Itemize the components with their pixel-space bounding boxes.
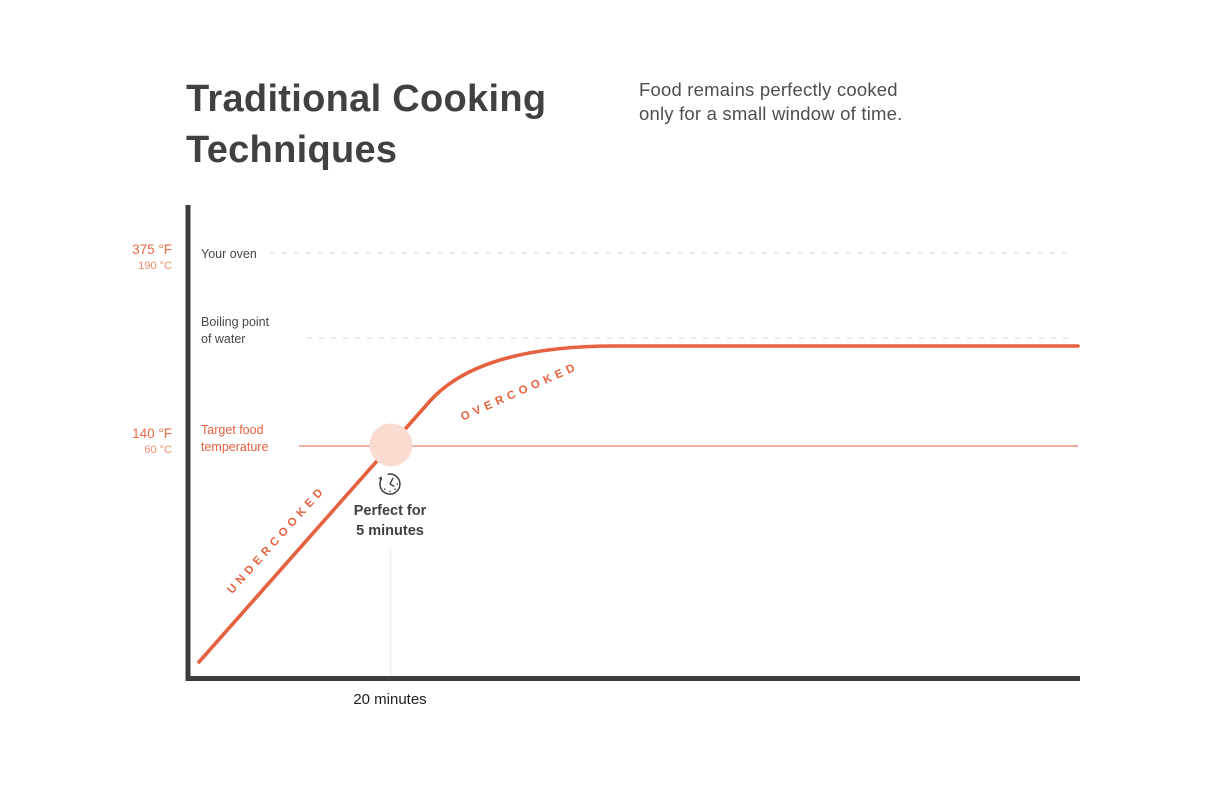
boiling-point-label-line-2: of water [201,332,246,346]
oven-temp-fahrenheit: 375 °F [132,242,172,257]
page-subtitle-line-1: Food remains perfectly cooked [639,79,898,100]
oven-temp-celsius: 190 °C [138,259,172,272]
food-temperature-curve [197,344,1080,664]
page-subtitle: Food remains perfectly cooked only for a… [639,78,902,126]
perfect-annotation-line-2: 5 minutes [356,523,424,539]
your-oven-label: Your oven [201,247,257,261]
boiling-point-label-line-1: Boiling point [201,315,270,329]
target-food-label-line-1: Target food [201,423,264,437]
x-tick-20-minutes: 20 minutes [353,691,427,708]
target-temp-celsius: 60 °C [144,443,172,456]
page-title-line-2: Techniques [186,129,398,171]
target-food-temperature-label: Target food temperature [201,422,268,456]
page-title: Traditional Cooking Techniques [186,74,546,176]
perfect-window-highlight-circle [369,423,413,467]
perfect-window-annotation: Perfect for 5 minutes [354,501,427,541]
page-title-line-1: Traditional Cooking [186,78,547,120]
boiling-point-label: Boiling point of water [201,314,269,348]
timer-icon [375,469,405,499]
target-food-label-line-2: temperature [201,440,269,454]
perfect-annotation-line-1: Perfect for [353,503,427,519]
y-tick-target-temperature: 140 °F 60 °C [96,427,172,456]
page-subtitle-line-2: only for a small window of time. [639,103,903,124]
y-tick-oven-temperature: 375 °F 190 °C [96,243,172,272]
target-temp-fahrenheit: 140 °F [132,426,172,441]
